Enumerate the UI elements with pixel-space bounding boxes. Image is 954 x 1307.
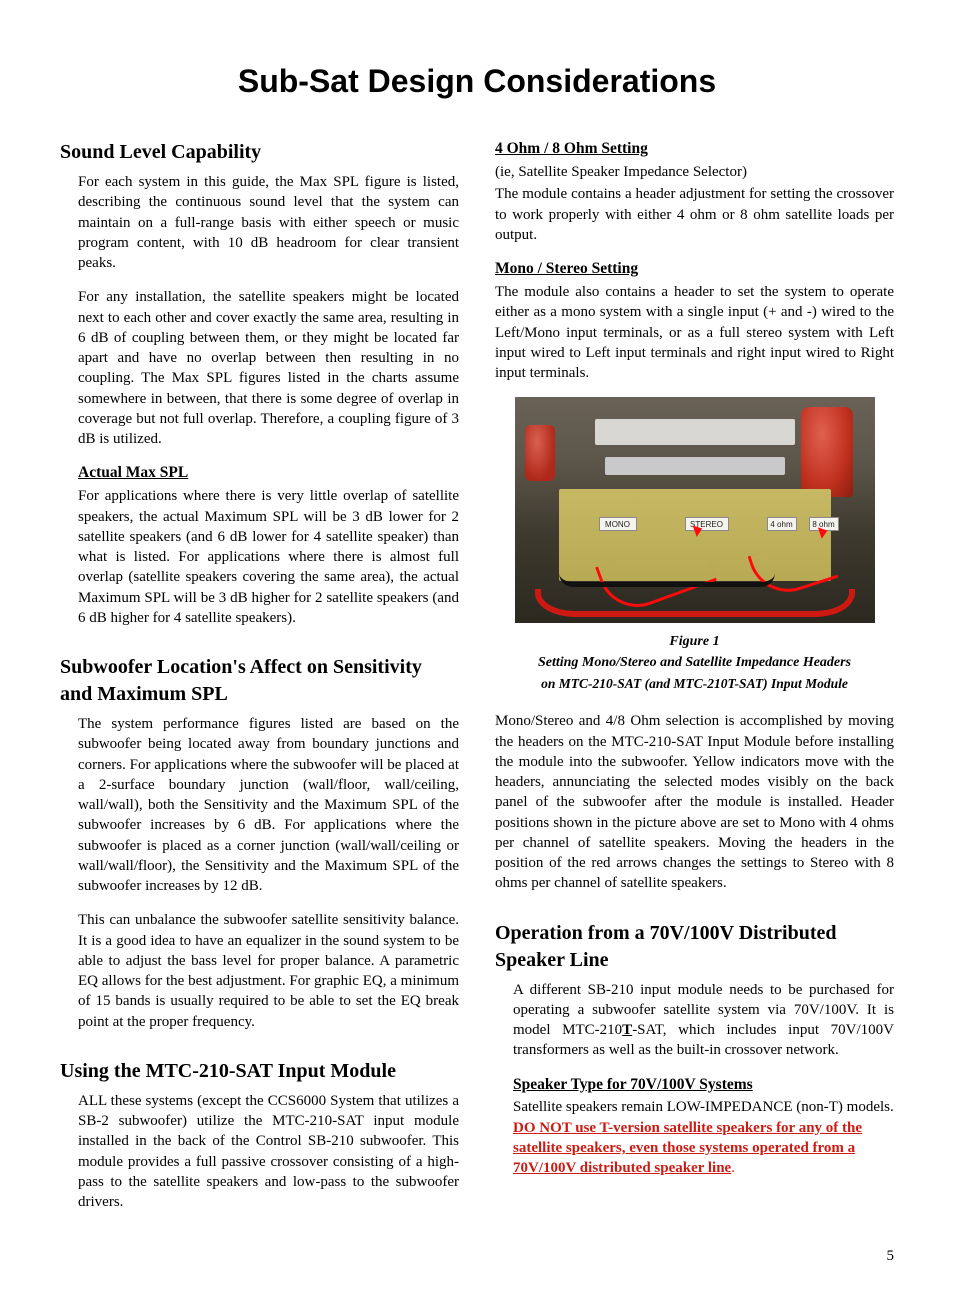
page-number: 5	[60, 1246, 894, 1266]
left-column: Sound Level Capability For each system i…	[60, 139, 459, 1226]
para-mtc: ALL these systems (except the CCS6000 Sy…	[78, 1091, 459, 1213]
para-48b: The module contains a header adjustment …	[495, 184, 894, 245]
para-subloc1: The system performance figures listed ar…	[78, 714, 459, 896]
right-column: 4 Ohm / 8 Ohm Setting (ie, Satellite Spe…	[495, 139, 894, 1226]
spk-dot: .	[731, 1160, 735, 1176]
heading-sound-level: Sound Level Capability	[60, 139, 459, 166]
para-subloc2: This can unbalance the subwoofer satelli…	[78, 910, 459, 1032]
red-wire-icon	[535, 589, 855, 617]
spk-warning: DO NOT use T-version satellite speakers …	[513, 1120, 862, 1177]
capacitor2-icon	[525, 425, 555, 481]
label-mono: MONO	[599, 517, 637, 531]
spk-intro: Satellite speakers remain LOW-IMPEDANCE …	[513, 1099, 894, 1115]
page-title: Sub-Sat Design Considerations	[60, 60, 894, 103]
heading-mtc-module: Using the MTC-210-SAT Input Module	[60, 1058, 459, 1085]
figure-1-image: MONO STEREO 4 ohm 8 ohm	[515, 397, 875, 623]
para-70v-t: T	[622, 1022, 632, 1038]
para-mono: The module also contains a header to set…	[495, 282, 894, 383]
label-4ohm: 4 ohm	[767, 517, 797, 531]
heading-70v-100v: Operation from a 70V/100V Distributed Sp…	[495, 920, 894, 974]
pcb-card2-icon	[605, 457, 785, 475]
para-speaker-type: Satellite speakers remain LOW-IMPEDANCE …	[513, 1097, 894, 1178]
pcb-card-icon	[595, 419, 795, 445]
figure-caption-title: Figure 1	[495, 633, 894, 652]
heading-actual-max-spl: Actual Max SPL	[78, 463, 459, 484]
para-headers: Mono/Stereo and 4/8 Ohm selection is acc…	[495, 711, 894, 893]
para-sound1: For each system in this guide, the Max S…	[78, 172, 459, 273]
heading-speaker-type: Speaker Type for 70V/100V Systems	[513, 1075, 894, 1096]
heading-4-8-ohm: 4 Ohm / 8 Ohm Setting	[495, 139, 894, 160]
heading-mono-stereo: Mono / Stereo Setting	[495, 259, 894, 280]
para-sound2: For any installation, the satellite spea…	[78, 287, 459, 449]
capacitor-icon	[801, 407, 853, 497]
heading-subwoofer-location: Subwoofer Location's Affect on Sensitivi…	[60, 654, 459, 708]
figure-caption-line2: on MTC-210-SAT (and MTC-210T-SAT) Input …	[495, 675, 894, 693]
para-70v: A different SB-210 input module needs to…	[513, 980, 894, 1061]
black-wire-icon	[559, 573, 775, 587]
para-48a: (ie, Satellite Speaker Impedance Selecto…	[495, 162, 894, 182]
para-amax: For applications where there is very lit…	[78, 486, 459, 628]
label-stereo: STEREO	[685, 517, 729, 531]
figure-caption-line1: Setting Mono/Stereo and Satellite Impeda…	[495, 654, 894, 673]
two-column-layout: Sound Level Capability For each system i…	[60, 139, 894, 1226]
